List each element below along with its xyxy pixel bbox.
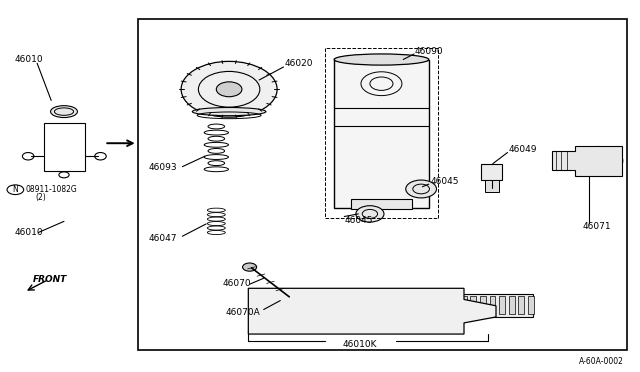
Text: 46070: 46070 <box>223 279 252 288</box>
Text: A-60A-0002: A-60A-0002 <box>579 357 624 366</box>
Circle shape <box>181 61 277 117</box>
Text: 46049: 46049 <box>509 145 538 154</box>
Bar <box>499 296 505 314</box>
Ellipse shape <box>356 303 383 323</box>
Bar <box>447 294 533 317</box>
Bar <box>485 180 499 192</box>
Text: 46010: 46010 <box>14 228 43 237</box>
Text: 46071: 46071 <box>582 222 611 231</box>
Text: FRONT: FRONT <box>33 275 68 284</box>
Text: 46045: 46045 <box>344 216 373 225</box>
Circle shape <box>216 82 242 97</box>
Bar <box>451 296 457 314</box>
Bar <box>528 296 534 314</box>
Text: (2): (2) <box>35 193 46 202</box>
Text: 46010: 46010 <box>14 55 43 64</box>
Bar <box>490 296 495 314</box>
Circle shape <box>356 206 384 222</box>
Ellipse shape <box>192 108 266 116</box>
Text: 08911-1082G: 08911-1082G <box>26 185 77 194</box>
Text: 46093: 46093 <box>148 163 177 172</box>
Text: 46090: 46090 <box>415 47 444 56</box>
Bar <box>509 296 515 314</box>
Circle shape <box>243 263 257 271</box>
Bar <box>480 296 486 314</box>
Polygon shape <box>552 146 622 176</box>
Text: N: N <box>13 185 18 194</box>
Ellipse shape <box>51 106 77 118</box>
Bar <box>138 19 627 350</box>
Text: 46045: 46045 <box>430 177 459 186</box>
Text: 46070A: 46070A <box>225 308 260 317</box>
Text: 46047: 46047 <box>148 234 177 243</box>
Bar <box>518 296 524 314</box>
Bar <box>334 60 429 208</box>
Text: 46020: 46020 <box>285 60 314 68</box>
Text: 46010K: 46010K <box>342 340 377 349</box>
Bar <box>44 123 85 171</box>
Bar <box>470 296 476 314</box>
Circle shape <box>406 180 436 198</box>
Bar <box>481 164 502 180</box>
Ellipse shape <box>334 54 429 65</box>
Bar <box>461 296 467 314</box>
Circle shape <box>574 147 623 175</box>
Ellipse shape <box>299 302 326 321</box>
Bar <box>351 199 412 209</box>
Polygon shape <box>248 288 496 334</box>
